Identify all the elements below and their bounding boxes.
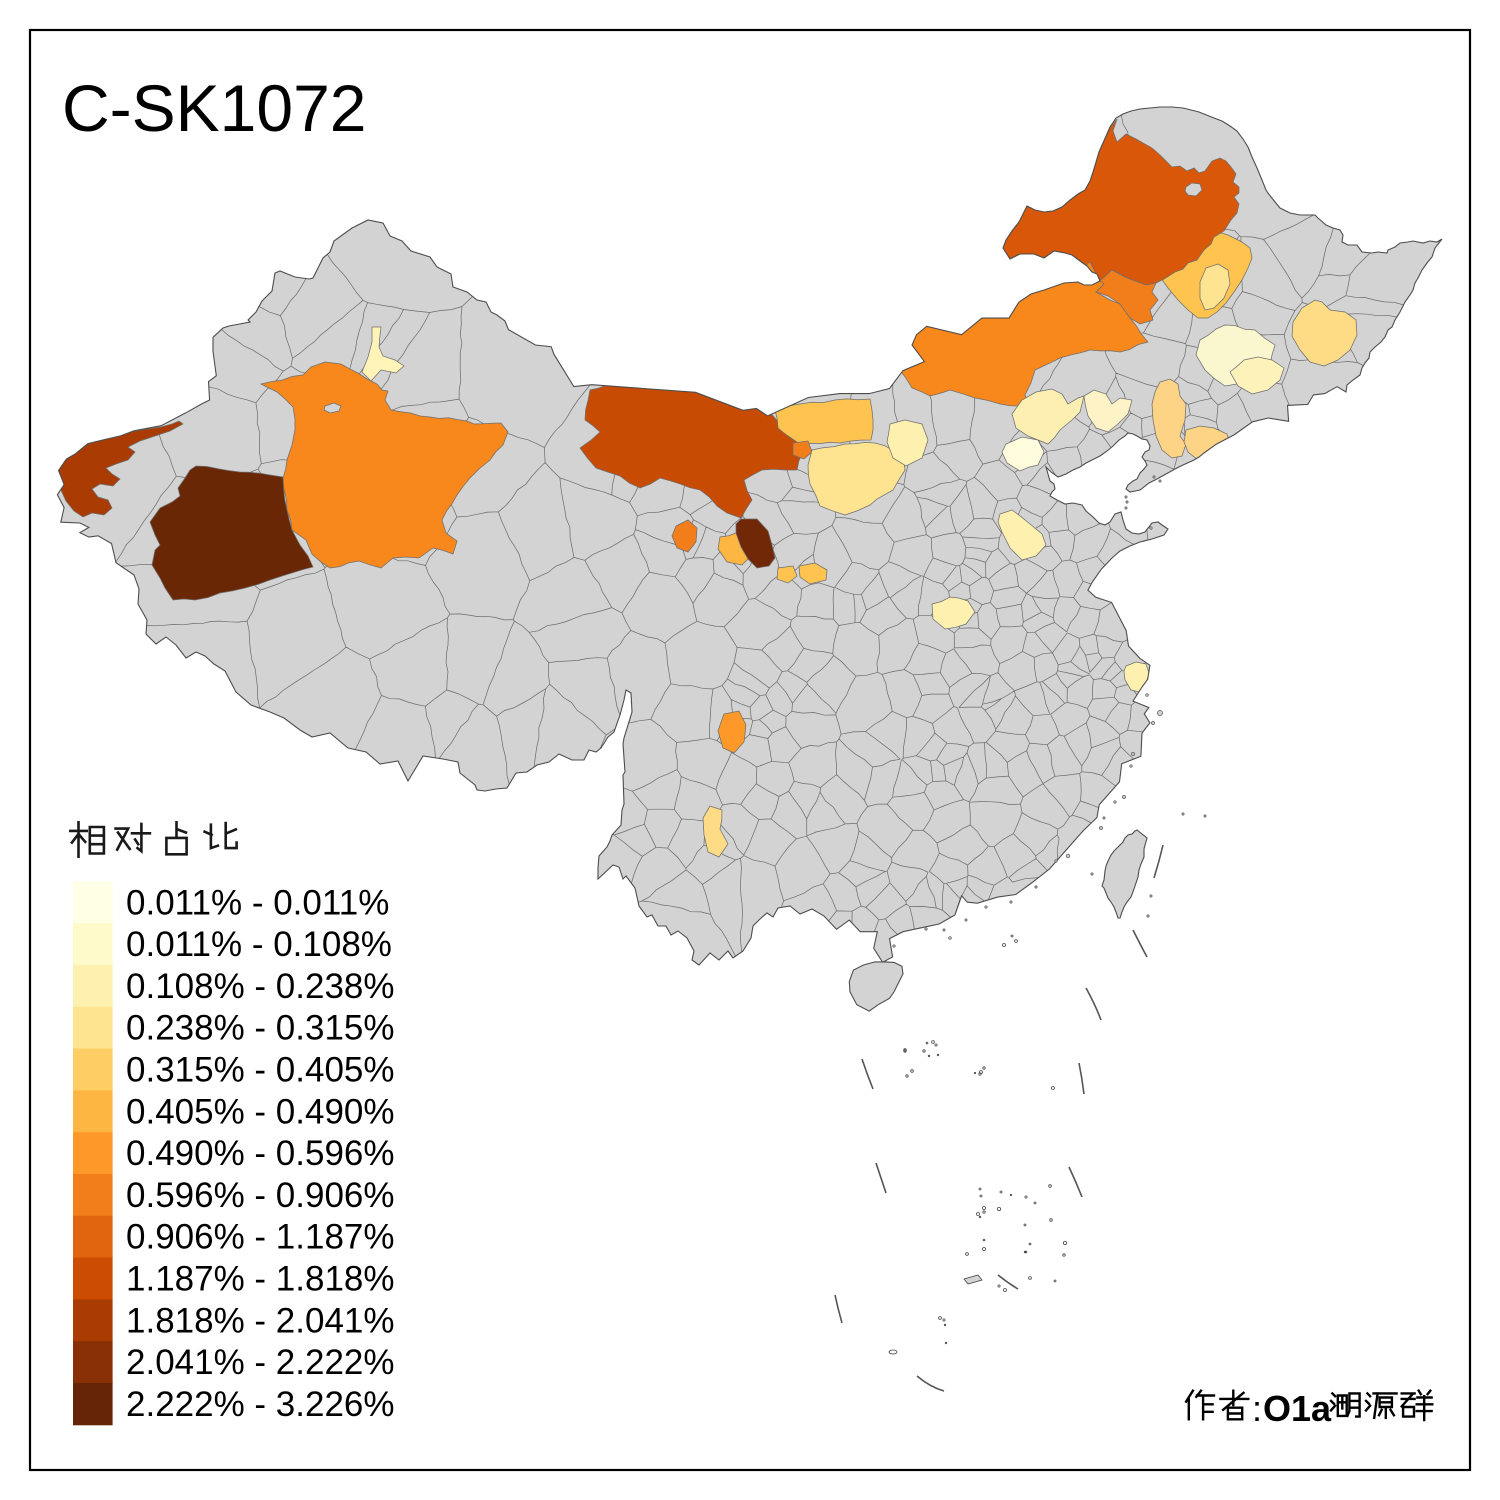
- svg-text:0.596% - 0.906%: 0.596% - 0.906%: [126, 1176, 395, 1215]
- svg-text:2.222% - 3.226%: 2.222% - 3.226%: [126, 1385, 395, 1424]
- svg-text:0.011% - 0.011%: 0.011% - 0.011%: [126, 883, 389, 922]
- svg-text:0.238% - 0.315%: 0.238% - 0.315%: [126, 1009, 395, 1048]
- svg-text:0.490% - 0.596%: 0.490% - 0.596%: [126, 1134, 395, 1173]
- svg-text:0.108% - 0.238%: 0.108% - 0.238%: [126, 967, 395, 1006]
- svg-text:O1a: O1a: [1263, 1388, 1332, 1429]
- svg-text:0.315% - 0.405%: 0.315% - 0.405%: [126, 1051, 395, 1090]
- svg-text:2.041% - 2.222%: 2.041% - 2.222%: [126, 1343, 395, 1382]
- svg-text:1.818% - 2.041%: 1.818% - 2.041%: [126, 1301, 395, 1340]
- svg-text:0.405% - 0.490%: 0.405% - 0.490%: [126, 1092, 395, 1131]
- svg-text::: :: [1252, 1388, 1262, 1429]
- svg-text:0.906% - 1.187%: 0.906% - 1.187%: [126, 1218, 395, 1257]
- svg-text:1.187% - 1.818%: 1.187% - 1.818%: [126, 1260, 395, 1299]
- svg-text:C-SK1072: C-SK1072: [62, 71, 367, 145]
- svg-text:0.011% - 0.108%: 0.011% - 0.108%: [126, 925, 392, 964]
